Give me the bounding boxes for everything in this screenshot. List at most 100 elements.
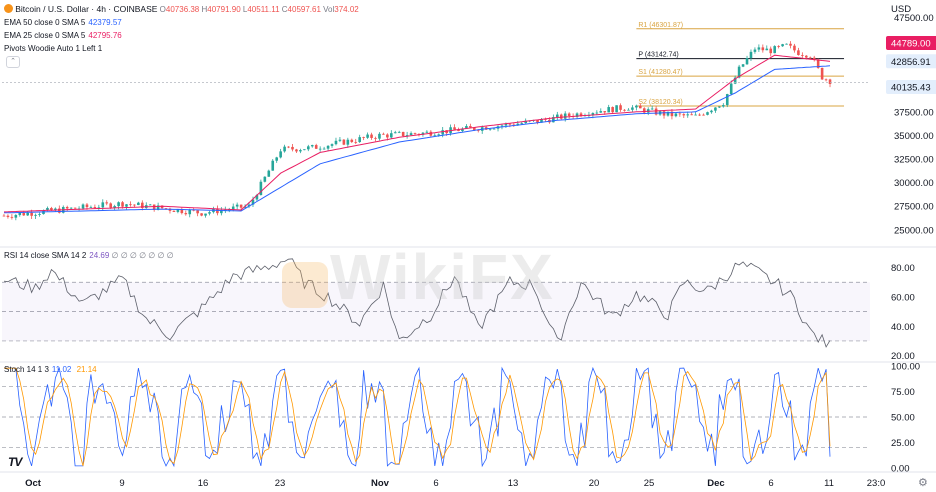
candle (295, 148, 298, 153)
stoch-tick-label: 75.00 (891, 387, 915, 398)
candle (627, 108, 630, 111)
candle (390, 130, 393, 139)
currency-label[interactable]: USD (891, 4, 912, 15)
candle (496, 125, 500, 132)
ema25-line (3, 54, 831, 213)
candle (607, 104, 610, 113)
candle (793, 43, 796, 53)
candle (773, 45, 776, 54)
candle (599, 108, 603, 113)
candle (587, 111, 591, 118)
candle (650, 105, 654, 110)
candle (275, 156, 278, 163)
rsi-tick-label: 40.00 (891, 322, 915, 333)
time-tick-label: 23 (275, 478, 286, 489)
candle (706, 111, 709, 116)
candle (698, 113, 701, 116)
price-tick-label: 30000.00 (894, 178, 934, 189)
candle (310, 144, 314, 148)
candle (662, 110, 666, 119)
candle (765, 45, 769, 51)
candle (362, 136, 365, 141)
candle (729, 80, 733, 96)
stoch-legend[interactable]: Stoch 14 1 3 11.02 21.14 (4, 365, 97, 374)
price-tick-label: 27500.00 (894, 202, 934, 213)
candle (674, 112, 678, 118)
candle (366, 132, 369, 139)
candle (469, 123, 472, 128)
time-tick-label: 16 (198, 478, 209, 489)
candle (556, 111, 559, 121)
time-tick-label: 6 (433, 478, 438, 489)
price-tag: 44789.00 (886, 36, 936, 51)
candle (152, 204, 156, 212)
candle (69, 207, 73, 210)
ema25-legend[interactable]: EMA 25 close 0 SMA 5 42795.76 (4, 31, 122, 40)
candle (461, 127, 464, 133)
pivot-r1: R1 (46301.87) (636, 22, 845, 30)
candle (148, 203, 152, 206)
low-value: 40511.11 (247, 5, 280, 14)
bitcoin-icon (4, 4, 13, 13)
candle (141, 200, 144, 211)
candle (137, 201, 140, 206)
candle (89, 205, 93, 208)
candle (797, 47, 800, 56)
stoch-d-value: 21.14 (76, 365, 97, 374)
candle (757, 44, 761, 52)
rsi-value: 24.69 (89, 251, 110, 260)
candle (567, 112, 571, 119)
candle (397, 130, 401, 134)
candle (378, 132, 381, 141)
candle (287, 146, 290, 149)
price-tick-label: 37500.00 (894, 107, 934, 118)
candle (544, 117, 547, 122)
candle (180, 207, 184, 215)
ema50-legend[interactable]: EMA 50 close 0 SMA 5 42379.57 (4, 18, 122, 27)
candle (374, 136, 377, 142)
high-value: 40791.90 (207, 5, 241, 14)
stoch-tick-label: 50.00 (891, 413, 915, 424)
candle (227, 207, 231, 213)
candle (722, 103, 725, 108)
candle (812, 55, 816, 62)
settings-icon[interactable]: ⚙ (918, 477, 928, 489)
time-tick-label: 13 (508, 478, 519, 489)
candle (6, 214, 10, 219)
candle (433, 133, 437, 137)
candle (14, 214, 18, 221)
candle (725, 93, 729, 108)
candle (204, 213, 207, 218)
price-tag-label: 42856.91 (891, 57, 931, 68)
candle (741, 64, 745, 68)
candle (259, 179, 263, 196)
collapse-legend-icon[interactable]: ⌃ (6, 56, 20, 68)
candle (350, 138, 354, 144)
pivot-label: S1 (41280.47) (638, 69, 682, 76)
candle (382, 132, 385, 135)
candle (10, 214, 14, 220)
candle (801, 52, 804, 58)
candle (702, 113, 705, 116)
candle (322, 146, 326, 150)
candle (639, 103, 642, 109)
tradingview-logo[interactable]: TV (8, 455, 22, 469)
candle (125, 203, 128, 210)
candle (753, 47, 757, 54)
candle (271, 159, 275, 171)
rsi-tick-label: 20.00 (891, 351, 915, 362)
rsi-line (3, 258, 831, 348)
stoch-d-line (4, 367, 831, 467)
candle (749, 49, 753, 61)
pivots-legend[interactable]: Pivots Woodie Auto 1 Left 1 (4, 44, 103, 53)
candle (682, 113, 686, 119)
rsi-legend[interactable]: RSI 14 close SMA 14 2 24.69 ∅ ∅ ∅ ∅ ∅ ∅ ∅ (4, 251, 174, 260)
candle (714, 107, 717, 113)
candle (785, 43, 788, 45)
price-tag-label: 40135.43 (891, 82, 931, 93)
candle (93, 204, 97, 209)
candle (536, 120, 539, 125)
candle (97, 204, 101, 211)
candle (718, 106, 721, 109)
